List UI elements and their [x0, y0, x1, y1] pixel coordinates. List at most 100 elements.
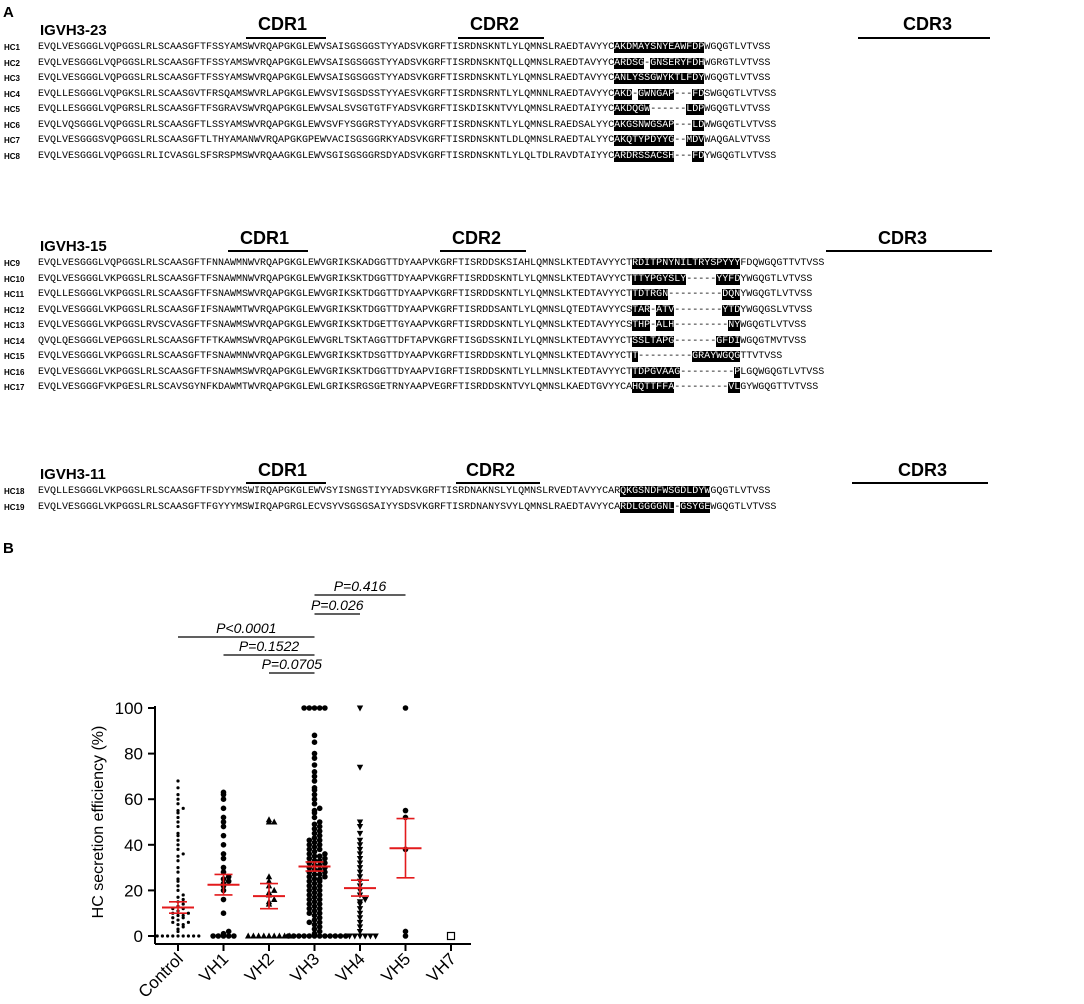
data-point [356, 819, 364, 826]
data-point [181, 913, 185, 918]
data-point [316, 896, 323, 903]
y-tick-label: 80 [124, 745, 143, 764]
data-point [250, 932, 257, 939]
data-point [176, 834, 180, 838]
data-point [176, 820, 180, 824]
cdr2-label: CDR2 [470, 14, 520, 34]
data-point [176, 854, 180, 858]
data-point [301, 705, 307, 711]
data-point [290, 933, 297, 939]
data-point [176, 793, 180, 797]
sequence-text: EVQLLESGGGLVKPGGSLRLSCAASGFTFSDYYMSWIRQA… [38, 486, 771, 497]
data-point [166, 934, 170, 938]
sequence-text: EVQLLESGGGLVQPGRSLRLSCAASGFTFSGRAVSWVRQA… [38, 104, 771, 115]
data-point [176, 884, 180, 888]
cdr3-underline [852, 482, 988, 484]
p-value-label: P<0.0001 [216, 620, 276, 636]
data-point [176, 870, 180, 874]
data-point [265, 932, 273, 939]
data-point [176, 809, 180, 813]
sequence-text: EVQLVESGGGLVQPGGSLRLSCAASGFTFSSYAMSWVRQA… [38, 57, 771, 69]
data-point [176, 797, 180, 801]
data-point [171, 920, 175, 924]
data-point [316, 887, 323, 894]
data-point [322, 855, 328, 862]
data-point [155, 934, 159, 938]
data-point [306, 896, 313, 903]
data-point [181, 916, 185, 920]
data-point [176, 879, 180, 883]
data-point [316, 924, 323, 930]
panel-a-letter: A [3, 4, 14, 21]
data-point [311, 917, 318, 923]
sequence-id: HC6 [4, 120, 21, 130]
data-point [322, 851, 328, 857]
p-value-label: P=0.1522 [239, 638, 300, 654]
data-point [356, 919, 364, 926]
data-point [311, 848, 318, 855]
data-point [220, 896, 227, 903]
data-point [316, 823, 323, 830]
data-point [316, 819, 323, 825]
data-point [356, 869, 364, 876]
data-point [306, 905, 313, 912]
data-point [311, 732, 318, 739]
data-point [225, 873, 232, 880]
data-point [306, 878, 313, 885]
data-point [311, 889, 318, 896]
data-point [225, 933, 232, 939]
data-point [306, 851, 313, 857]
data-point [311, 821, 318, 828]
data-point [316, 892, 323, 898]
data-point [316, 928, 323, 935]
data-point [181, 806, 185, 810]
data-point [306, 887, 313, 894]
data-point [285, 933, 292, 939]
y-axis-label: HC secretion efficiency (%) [90, 726, 107, 919]
sequence-id: HC9 [4, 259, 21, 268]
cdr3-label: CDR3 [898, 460, 948, 480]
data-point [356, 851, 364, 858]
data-point [311, 705, 318, 711]
data-point [220, 869, 227, 875]
y-tick-label: 40 [124, 836, 143, 855]
data-point [260, 932, 267, 939]
sequence-id: HC1 [4, 43, 21, 52]
data-point [356, 899, 364, 906]
data-point [316, 919, 323, 926]
data-point [362, 933, 369, 940]
panel-b-letter: B [3, 540, 14, 557]
y-tick-label: 100 [115, 699, 143, 718]
cdr2-underline [440, 250, 526, 252]
data-point [316, 846, 323, 853]
sequence-text: QVQLQESGGGLVEPGGSLRLSCAASGFTFTKAWMSWVRQA… [38, 335, 807, 347]
data-point [306, 933, 313, 939]
p-value-label: P=0.026 [311, 597, 364, 613]
data-point [176, 918, 180, 922]
data-point [225, 878, 232, 885]
cdr2-label: CDR2 [452, 228, 502, 248]
data-point [356, 928, 364, 935]
data-point [271, 886, 278, 893]
data-point [356, 842, 364, 849]
data-point [225, 928, 232, 935]
data-point [311, 796, 318, 802]
data-point [296, 933, 302, 939]
data-point [271, 896, 278, 903]
cdr1-label: CDR1 [258, 460, 308, 480]
data-point [311, 926, 318, 932]
cdr1-label: CDR1 [240, 228, 290, 248]
data-point [265, 877, 273, 884]
cdr2-underline [456, 482, 540, 484]
data-point [301, 933, 307, 939]
data-point [220, 910, 227, 916]
x-tick-label: VH7 [423, 949, 460, 986]
data-point [356, 906, 364, 913]
data-point [446, 931, 456, 941]
data-point [176, 866, 180, 870]
data-point [265, 816, 273, 823]
data-point [316, 871, 323, 878]
data-point [245, 932, 252, 939]
data-point [181, 852, 185, 856]
data-point [176, 843, 180, 847]
